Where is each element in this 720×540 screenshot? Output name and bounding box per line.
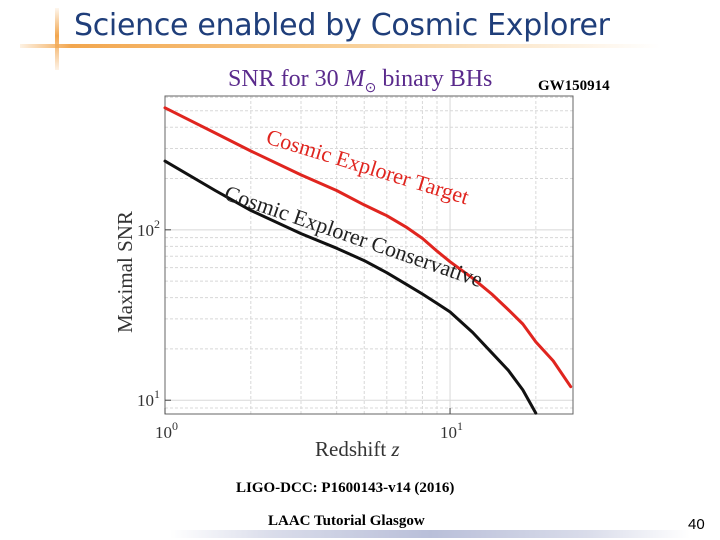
chart-grid [165,96,573,414]
chart-title-text: SNR for 30 [228,66,345,92]
chart-title-end: binary BHs [376,66,493,92]
x-axis-label: Redshift z [315,437,400,461]
plot-frame [164,95,574,415]
x-tick-label: 100 [155,419,178,442]
series-line-target [163,106,573,389]
chart-title: SNR for 30 M⊙ binary BHs [228,66,492,97]
series-label-target: Cosmic Explorer Target [264,124,472,209]
footer-bar [170,530,690,538]
title-accent-vertical [55,8,59,70]
x-axis-label-text: Redshift [315,437,386,461]
y-tick-label: 102 [137,217,160,240]
x-axis-label-var: z [390,437,399,461]
y-tick-label: 101 [137,387,160,410]
chart-title-sun-symbol: ⊙ [364,80,377,96]
page-number: 40 [688,516,705,533]
x-tick-label: 101 [440,419,463,442]
series-line-conservative [163,159,538,415]
reference-citation: LIGO-DCC: P1600143-v14 (2016) [236,480,455,496]
gw150914-annotation: GW150914 [538,78,610,94]
slide-title: Science enabled by Cosmic Explorer [74,8,610,43]
title-accent-horizontal [20,44,660,48]
chart-title-mass-symbol: M [344,66,365,92]
axis-ticks: 100 101 101 102 [137,217,463,442]
series-label-target-text: Cosmic Explorer Target [264,124,472,209]
y-axis-label: Maximal SNR [113,211,137,333]
footer-text: LAAC Tutorial Glasgow [268,513,425,529]
chart-series [163,106,573,415]
